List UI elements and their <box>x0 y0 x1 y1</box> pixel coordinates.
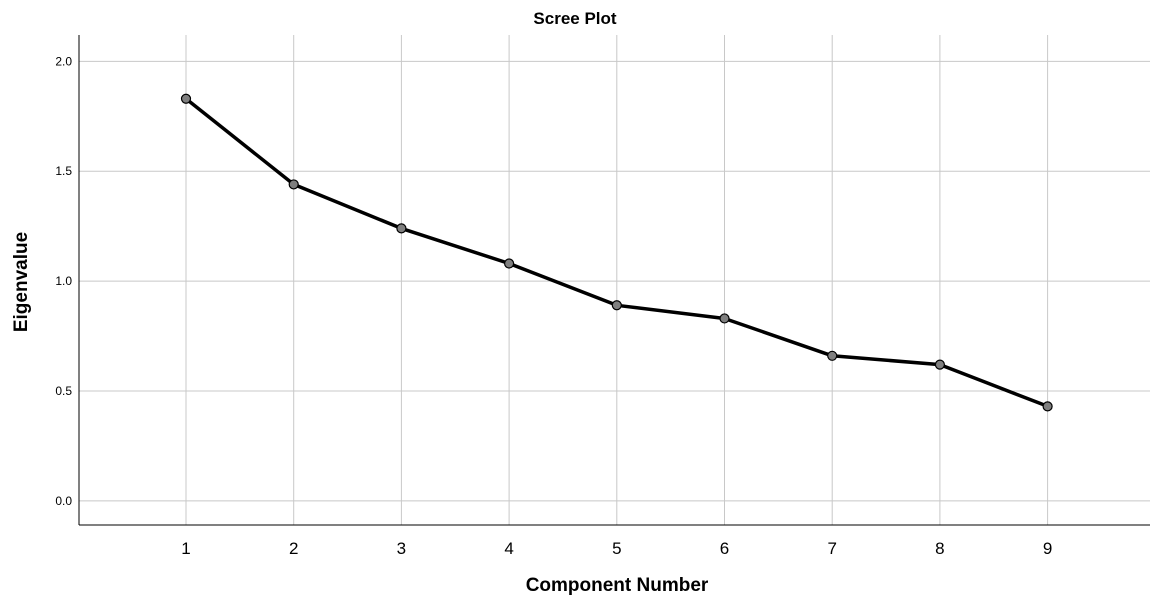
data-point <box>934 359 946 370</box>
y-tick-label: 1.5 <box>55 164 72 178</box>
x-tick-label: 3 <box>397 539 406 558</box>
data-point <box>719 313 730 324</box>
data-point <box>1042 401 1053 412</box>
x-tick-label: 1 <box>181 539 190 558</box>
x-tick-labels: 1 2 3 4 5 6 7 8 9 <box>181 539 1052 558</box>
x-tick-label: 2 <box>289 539 298 558</box>
y-tick-labels: 0.0 0.5 1.0 1.5 2.0 <box>55 54 72 507</box>
x-tick-label: 6 <box>720 539 729 558</box>
data-point <box>827 350 838 361</box>
y-axis-label: Eigenvalue <box>11 232 32 332</box>
y-tick-label: 0.0 <box>55 494 72 508</box>
y-tick-label: 0.5 <box>55 384 72 398</box>
data-point <box>288 179 299 190</box>
x-tick-label: 8 <box>935 539 944 558</box>
axes <box>78 35 1150 526</box>
x-tick-label: 5 <box>612 539 621 558</box>
chart-title: Scree Plot <box>533 9 616 28</box>
data-point <box>611 300 622 311</box>
x-tick-label: 7 <box>827 539 836 558</box>
data-point <box>396 223 407 234</box>
y-tick-label: 2.0 <box>55 54 72 68</box>
x-axis-label: Component Number <box>526 575 709 596</box>
series-eigenvalues <box>180 93 1053 412</box>
data-point <box>504 258 515 269</box>
data-point <box>180 93 192 104</box>
grid-lines <box>79 35 1150 525</box>
x-tick-label: 9 <box>1043 539 1052 558</box>
y-tick-label: 1.0 <box>55 274 72 288</box>
x-tick-label: 4 <box>504 539 513 558</box>
